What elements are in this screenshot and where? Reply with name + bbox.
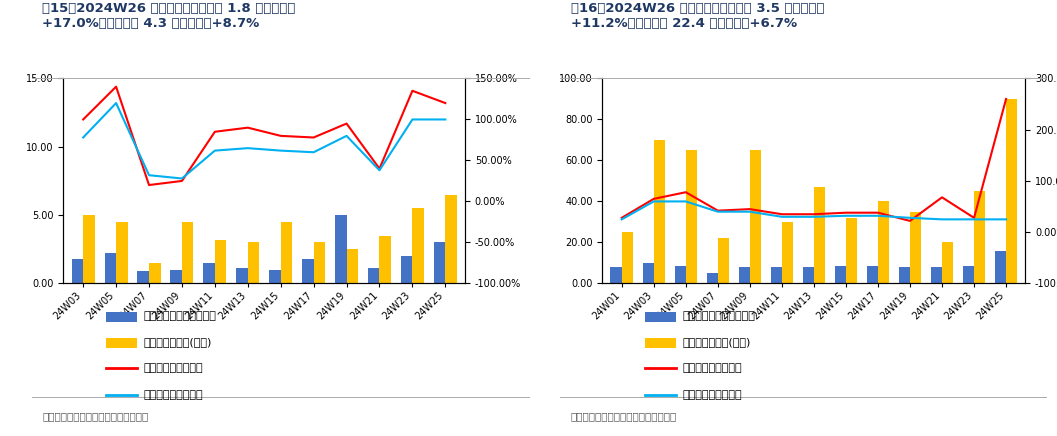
Bar bbox=[137, 271, 149, 283]
Bar bbox=[622, 232, 633, 283]
Text: 洗衣机线下销量(万台): 洗衣机线下销量(万台) bbox=[144, 337, 212, 347]
Bar bbox=[643, 263, 653, 283]
Bar bbox=[84, 215, 95, 283]
Text: 图15：2024W26 洗衣机线下销额约为 1.8 亿元，同比
+17.0%；销量约为 4.3 万台，同比+8.7%: 图15：2024W26 洗衣机线下销额约为 1.8 亿元，同比 +17.0%；销… bbox=[42, 2, 296, 30]
Bar bbox=[963, 266, 975, 283]
Bar bbox=[368, 269, 379, 283]
Text: 数据来源：奥维云网、开源证券研究所: 数据来源：奥维云网、开源证券研究所 bbox=[571, 412, 678, 421]
Text: 洗衣机线下销量同比: 洗衣机线下销量同比 bbox=[144, 390, 203, 399]
Bar bbox=[433, 242, 445, 283]
Text: 洗衣机线上销额（亿元）: 洗衣机线上销额（亿元） bbox=[683, 311, 756, 321]
Bar bbox=[237, 269, 247, 283]
Bar bbox=[749, 150, 761, 283]
Text: 洗衣机线下销额（亿元）: 洗衣机线下销额（亿元） bbox=[144, 311, 217, 321]
Bar bbox=[910, 212, 922, 283]
Bar bbox=[867, 266, 878, 283]
Bar bbox=[401, 256, 412, 283]
Bar bbox=[445, 194, 457, 283]
Bar bbox=[995, 251, 1006, 283]
Bar bbox=[314, 242, 326, 283]
Bar bbox=[686, 150, 697, 283]
Text: 洗衣机线下销额同比: 洗衣机线下销额同比 bbox=[144, 364, 203, 373]
Bar bbox=[116, 222, 128, 283]
Text: 数据来源：奥维云网、开源证券研究所: 数据来源：奥维云网、开源证券研究所 bbox=[42, 412, 149, 421]
Bar bbox=[814, 187, 826, 283]
Bar bbox=[105, 253, 116, 283]
Bar bbox=[412, 208, 424, 283]
Bar bbox=[771, 267, 782, 283]
Bar bbox=[739, 267, 749, 283]
Bar bbox=[611, 267, 622, 283]
Bar bbox=[335, 215, 347, 283]
Bar bbox=[653, 140, 665, 283]
Bar bbox=[1006, 99, 1017, 283]
Bar bbox=[182, 222, 193, 283]
Bar bbox=[706, 273, 718, 283]
Bar bbox=[931, 267, 942, 283]
Bar bbox=[878, 201, 889, 283]
Text: 洗衣机线上销额同比: 洗衣机线上销额同比 bbox=[683, 364, 742, 373]
Bar bbox=[674, 266, 686, 283]
Bar bbox=[72, 259, 84, 283]
Bar bbox=[975, 191, 985, 283]
Bar bbox=[247, 242, 259, 283]
Bar bbox=[898, 267, 910, 283]
Bar bbox=[846, 218, 857, 283]
Bar bbox=[203, 263, 215, 283]
Bar bbox=[270, 270, 281, 283]
Bar bbox=[718, 238, 729, 283]
Bar bbox=[942, 242, 953, 283]
Bar bbox=[281, 222, 292, 283]
Bar bbox=[170, 270, 182, 283]
Bar bbox=[835, 266, 846, 283]
Text: 洗衣机线上销量同比: 洗衣机线上销量同比 bbox=[683, 390, 742, 399]
Bar bbox=[782, 222, 793, 283]
Bar bbox=[215, 240, 226, 283]
Text: 图16：2024W26 洗衣机线上销额约为 3.5 亿元，同比
+11.2%；销量约为 22.4 万台，同比+6.7%: 图16：2024W26 洗衣机线上销额约为 3.5 亿元，同比 +11.2%；销… bbox=[571, 2, 824, 30]
Text: 洗衣机线上销量(万台): 洗衣机线上销量(万台) bbox=[683, 337, 752, 347]
Bar bbox=[149, 263, 161, 283]
Bar bbox=[802, 267, 814, 283]
Bar bbox=[302, 259, 314, 283]
Bar bbox=[347, 249, 358, 283]
Bar bbox=[379, 235, 391, 283]
